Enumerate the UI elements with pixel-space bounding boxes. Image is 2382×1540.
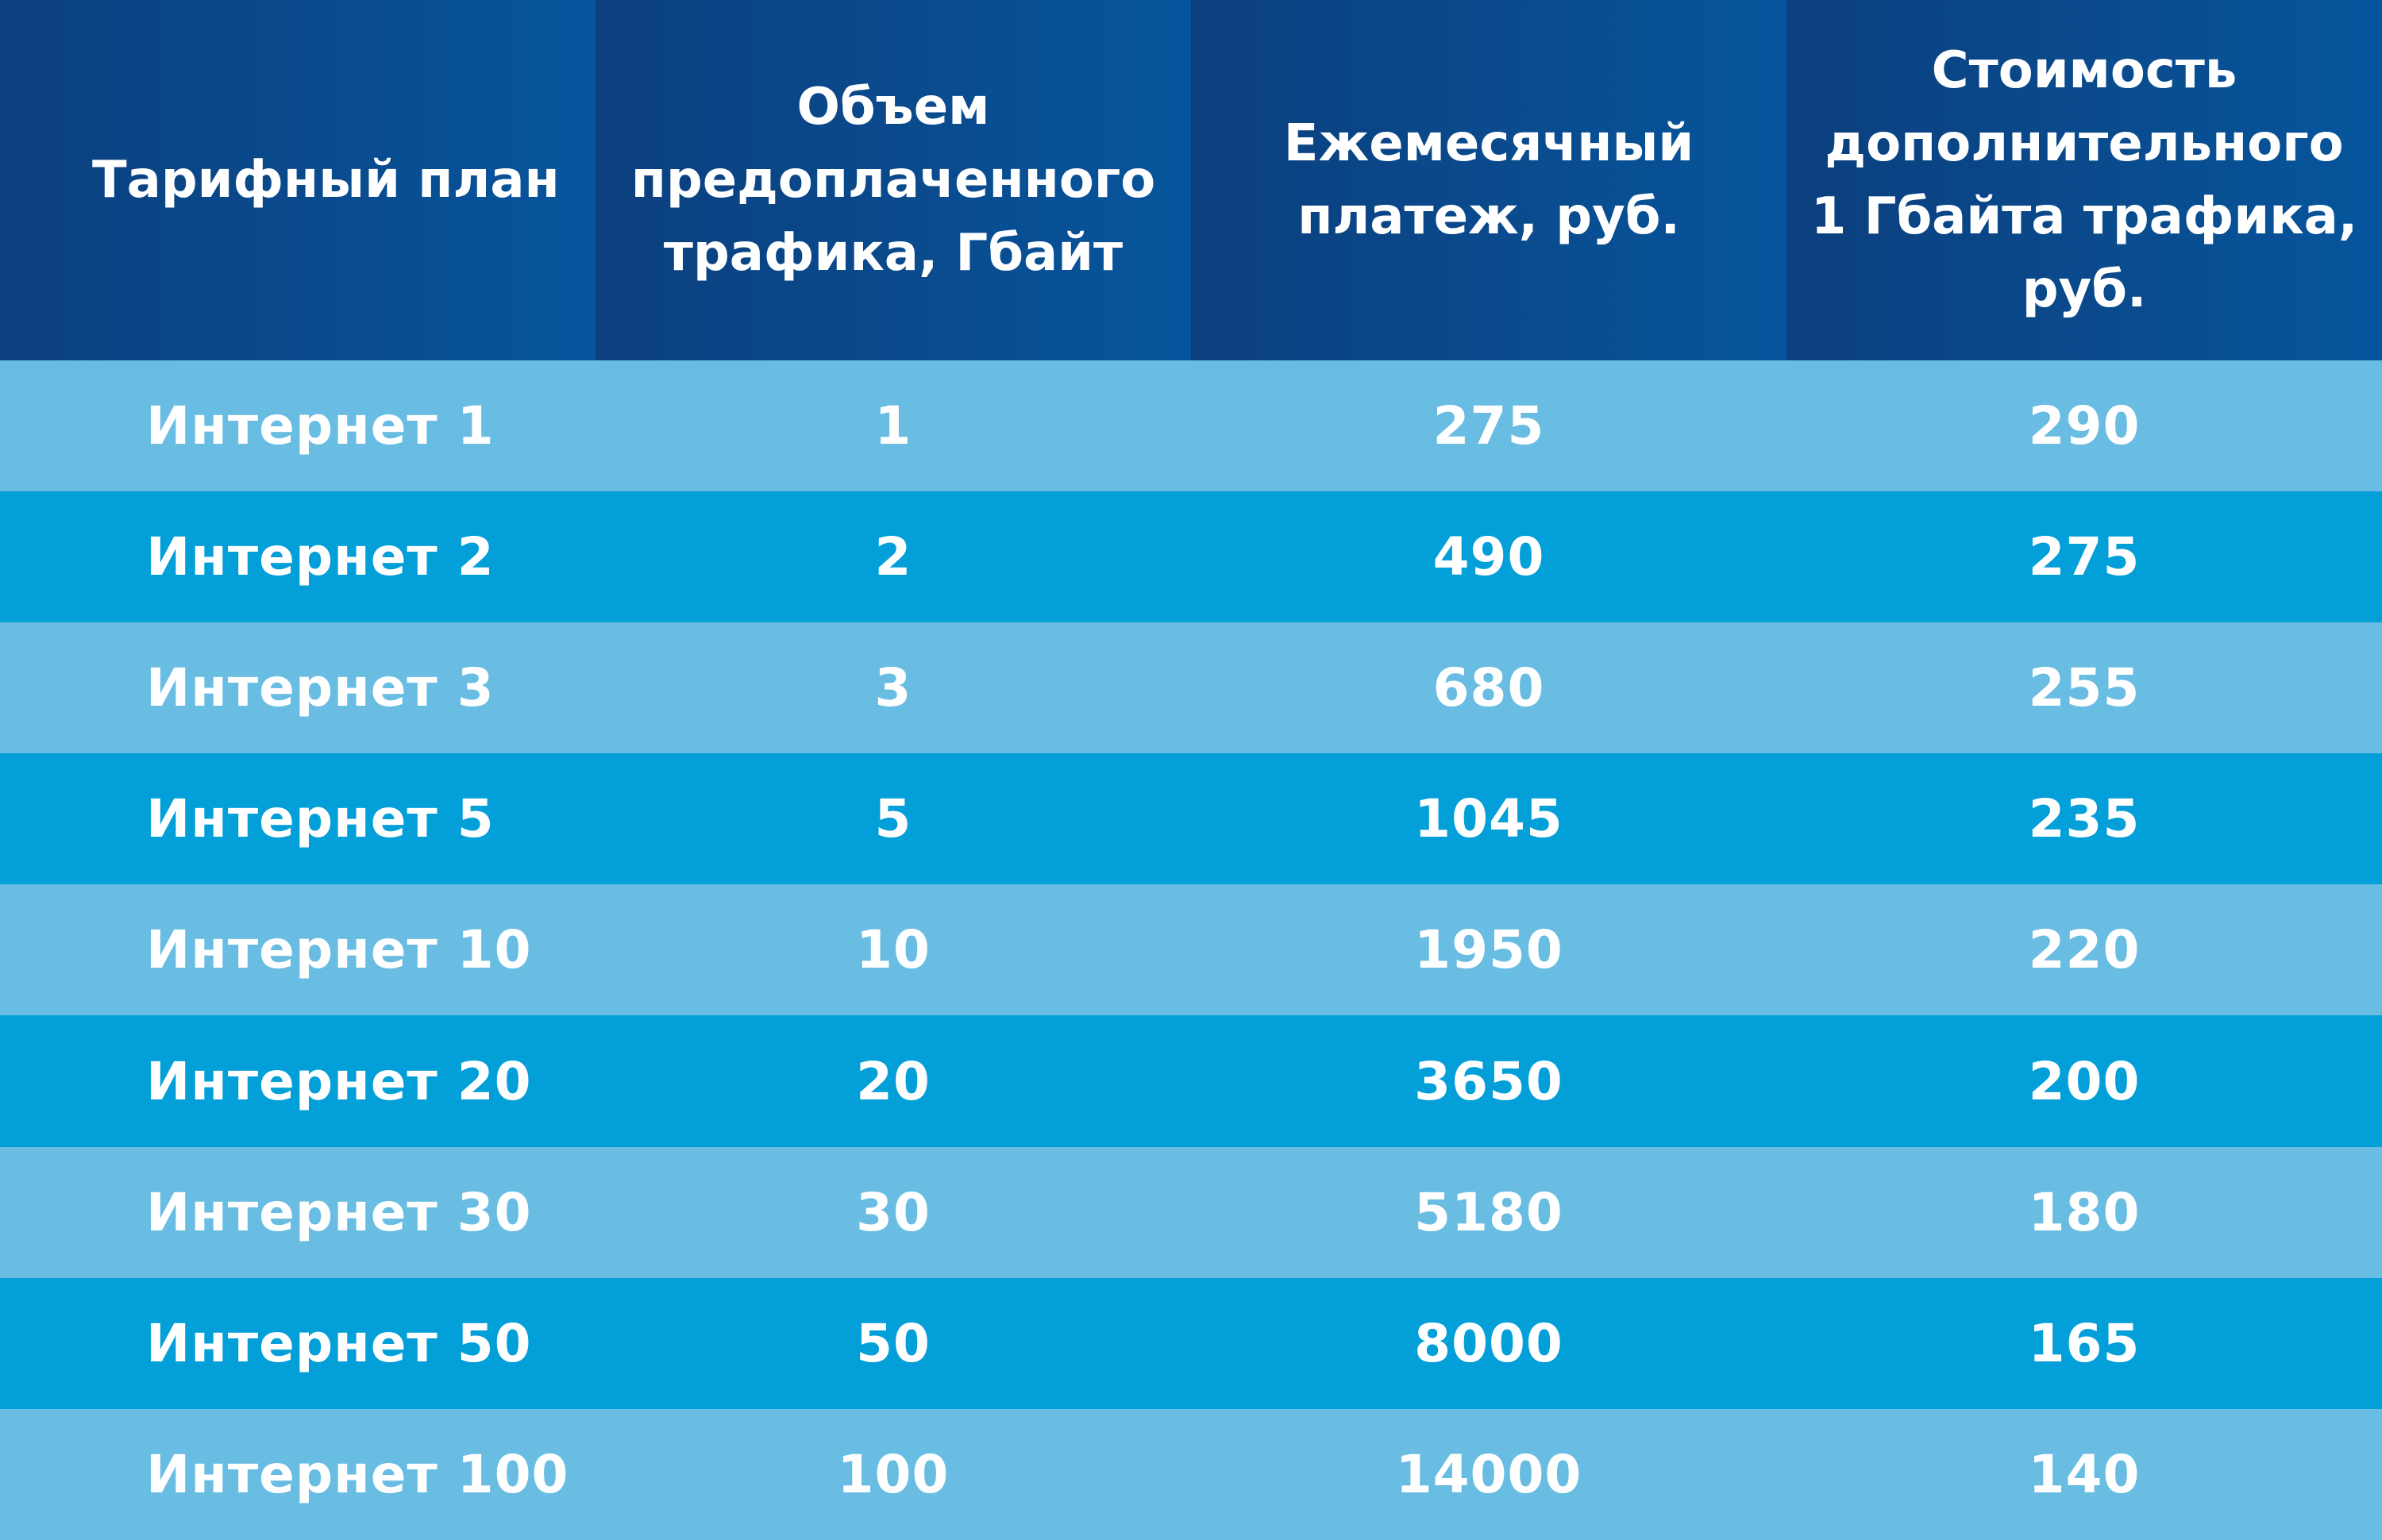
extra-value: 255	[1786, 622, 2382, 754]
header-monthly-payment: Ежемесячный платеж, руб.	[1191, 0, 1786, 360]
volume-value: 10	[596, 884, 1191, 1016]
extra-value: 275	[1786, 491, 2382, 623]
volume-value: 20	[596, 1015, 1191, 1147]
plan-name: Интернет 1	[0, 360, 596, 492]
extra-value: 200	[1786, 1015, 2382, 1147]
monthly-value: 490	[1191, 491, 1786, 623]
extra-value: 235	[1786, 753, 2382, 885]
extra-value: 165	[1786, 1277, 2382, 1409]
extra-value: 140	[1786, 1408, 2382, 1540]
extra-value: 220	[1786, 884, 2382, 1016]
plan-name: Интернет 50	[0, 1277, 596, 1409]
plan-name: Интернет 5	[0, 753, 596, 885]
monthly-value: 680	[1191, 622, 1786, 754]
plan-name: Интернет 3	[0, 622, 596, 754]
plan-name: Интернет 2	[0, 491, 596, 623]
plan-name: Интернет 100	[0, 1408, 596, 1540]
volume-value: 3	[596, 622, 1191, 754]
monthly-value: 8000	[1191, 1277, 1786, 1409]
volume-value: 100	[596, 1408, 1191, 1540]
header-plan: Тарифный план	[0, 0, 596, 360]
extra-value: 180	[1786, 1146, 2382, 1278]
monthly-value: 3650	[1191, 1015, 1786, 1147]
extra-value: 290	[1786, 360, 2382, 492]
volume-value: 2	[596, 491, 1191, 623]
plan-name: Интернет 10	[0, 884, 596, 1016]
volume-value: 1	[596, 360, 1191, 492]
monthly-value: 275	[1191, 360, 1786, 492]
volume-value: 5	[596, 753, 1191, 885]
volume-value: 50	[596, 1277, 1191, 1409]
header-volume: Объем предоплаченного трафика, Гбайт	[596, 0, 1191, 360]
volume-value: 30	[596, 1146, 1191, 1278]
monthly-value: 5180	[1191, 1146, 1786, 1278]
plan-name: Интернет 20	[0, 1015, 596, 1147]
monthly-value: 14000	[1191, 1408, 1786, 1540]
plan-name: Интернет 30	[0, 1146, 596, 1278]
header-extra-gb-cost: Стоимость дополнительного 1 Гбайта трафи…	[1786, 0, 2382, 360]
monthly-value: 1950	[1191, 884, 1786, 1016]
monthly-value: 1045	[1191, 753, 1786, 885]
